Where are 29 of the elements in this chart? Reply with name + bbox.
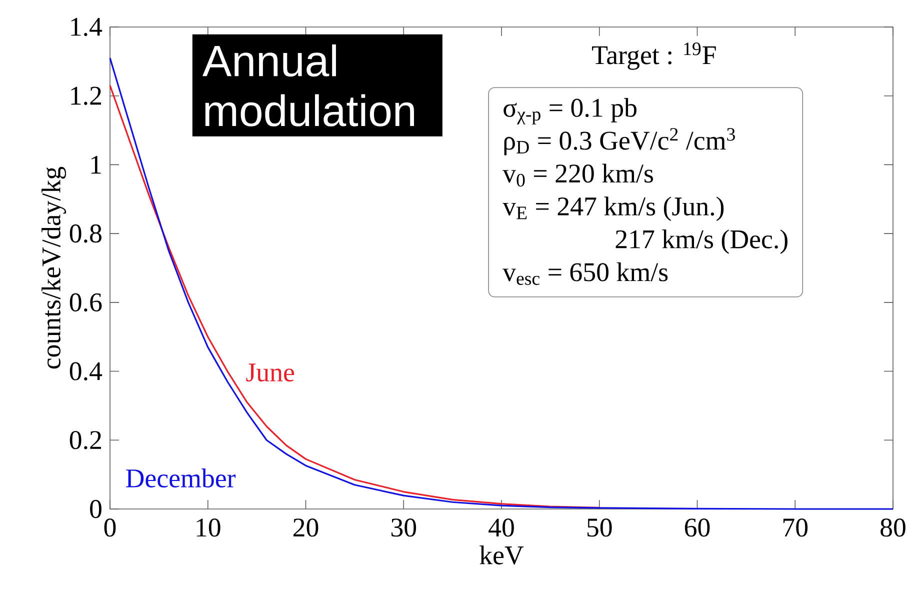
x-tick-label: 80: [880, 518, 906, 537]
y-axis-title: counts/keV/day/kg: [42, 166, 66, 369]
annotation: Annual modulation: [202, 44, 414, 126]
y-tick-label: 0.2: [70, 431, 101, 450]
annotation: Target : $^{19}$F: [592, 42, 716, 70]
y-tick-label: 0.6: [70, 293, 102, 312]
annotation: 217 km/s (Dec.): [616, 229, 788, 254]
y-tick-label: 1.4: [71, 18, 102, 36]
x-tick-label: 0: [104, 518, 116, 537]
x-tick-label: 10: [196, 518, 220, 537]
series-label: June: [246, 364, 294, 382]
y-tick-label: 0.8: [70, 224, 102, 243]
x-tick-label: 50: [587, 518, 612, 537]
series-label: December: [126, 468, 236, 488]
x-tick-label: 40: [488, 518, 514, 537]
annotation: v$_{esc}$ = 650 km/s: [502, 262, 668, 285]
y-tick-label: 1.2: [71, 86, 101, 105]
x-tick-label: 20: [293, 518, 318, 537]
annotation: σ$_{χ-p}$ = 0.1 pb: [504, 98, 636, 124]
y-tick-label: 0.4: [70, 362, 102, 380]
x-tick-label: 30: [391, 518, 416, 537]
x-axis-title: keV: [480, 546, 524, 565]
x-tick-label: 70: [783, 518, 808, 537]
annotation: v$_{0}$ = 220 km/s: [502, 164, 653, 187]
annotation: v$_{E}$ = 247 km/s (Jun.): [502, 196, 724, 222]
y-tick-label: 1: [91, 156, 101, 174]
x-tick-label: 60: [684, 518, 710, 537]
annotation: ρ$_{D}$ = 0.3 GeV/c$^{2}$ /cm$^{3}$: [504, 128, 735, 156]
y-tick-label: 0: [90, 500, 102, 518]
